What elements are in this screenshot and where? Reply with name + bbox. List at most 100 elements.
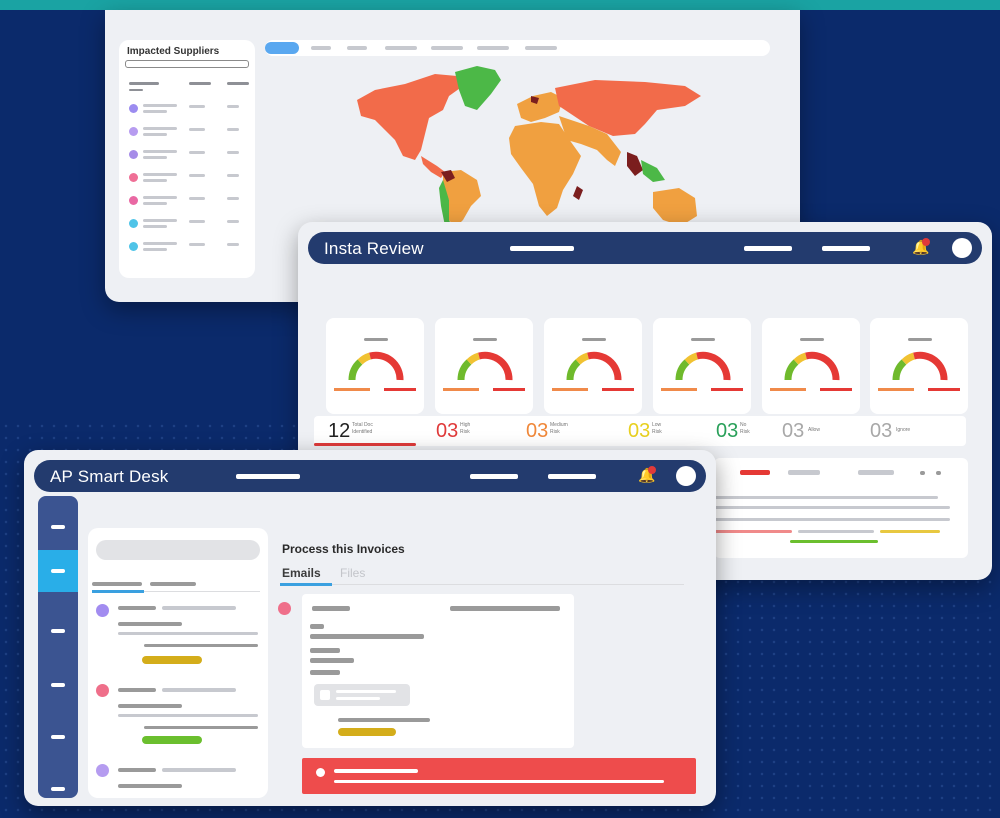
stat-label: Total Doc Identified bbox=[352, 422, 373, 435]
review-detail-panel bbox=[714, 458, 968, 558]
invoice-email-card[interactable] bbox=[302, 594, 574, 748]
map-region-south-america bbox=[443, 170, 481, 228]
smart-desk-title: AP Smart Desk bbox=[50, 467, 169, 486]
map-region-russia bbox=[555, 80, 701, 136]
risk-gauge-card[interactable] bbox=[653, 318, 751, 414]
alert-banner[interactable] bbox=[302, 758, 696, 794]
detail-tab-active[interactable] bbox=[740, 470, 770, 475]
map-region-greenland bbox=[455, 66, 501, 110]
avatar-icon[interactable] bbox=[676, 466, 696, 486]
sidebar-item[interactable] bbox=[38, 768, 78, 798]
nav-link[interactable] bbox=[510, 246, 574, 251]
gauge-icon bbox=[443, 351, 525, 391]
gauge-icon bbox=[334, 351, 416, 391]
stat-active-underline bbox=[314, 443, 416, 446]
supplier-dot bbox=[129, 173, 138, 182]
map-region-europe bbox=[517, 92, 563, 122]
sidebar-item[interactable] bbox=[38, 610, 78, 652]
avatar-icon[interactable] bbox=[952, 238, 972, 258]
stat-value: 03 bbox=[870, 420, 893, 442]
sidebar-item-active[interactable] bbox=[38, 550, 78, 592]
map-tab[interactable] bbox=[525, 46, 557, 50]
email-search-input[interactable] bbox=[96, 540, 260, 560]
map-tab[interactable] bbox=[385, 46, 417, 50]
stat-label: Medium Risk bbox=[550, 422, 568, 435]
sender-avatar bbox=[278, 602, 291, 615]
gauge-icon bbox=[661, 351, 743, 391]
supplier-dot bbox=[129, 150, 138, 159]
column-header bbox=[129, 82, 159, 85]
supplier-dot bbox=[129, 127, 138, 136]
impacted-suppliers-title: Impacted Suppliers bbox=[127, 46, 220, 57]
map-region-africa bbox=[509, 122, 581, 216]
risk-gauge-card[interactable] bbox=[435, 318, 533, 414]
map-hotspot bbox=[441, 170, 455, 182]
nav-link[interactable] bbox=[470, 474, 518, 479]
stat-value: 03 bbox=[526, 420, 549, 442]
risk-gauge-card[interactable] bbox=[326, 318, 424, 414]
risk-gauge-card[interactable] bbox=[544, 318, 642, 414]
stat-label: Ignore bbox=[896, 427, 911, 433]
column-header bbox=[227, 82, 249, 85]
notification-badge bbox=[648, 466, 656, 474]
status-tag bbox=[142, 656, 202, 664]
supplier-search-input[interactable] bbox=[125, 60, 249, 68]
detail-tab[interactable] bbox=[858, 470, 894, 475]
list-tab-underline bbox=[92, 590, 144, 593]
map-hotspot bbox=[531, 96, 539, 104]
sidebar-item[interactable] bbox=[38, 506, 78, 548]
supplier-risk-world-map bbox=[357, 66, 701, 228]
insta-review-navbar: Insta Review 🔔 bbox=[308, 232, 982, 264]
column-header-underline bbox=[129, 89, 143, 91]
stat-label: Low Risk bbox=[652, 422, 662, 435]
tab-emails-underline bbox=[280, 583, 332, 586]
file-icon bbox=[320, 690, 330, 700]
supplier-dot bbox=[129, 196, 138, 205]
status-tag bbox=[142, 736, 202, 744]
stat-label: High Risk bbox=[460, 422, 471, 435]
tab-emails[interactable]: Emails bbox=[282, 566, 321, 580]
sidebar-item[interactable] bbox=[38, 716, 78, 758]
gauge-icon bbox=[770, 351, 852, 391]
risk-gauge-card[interactable] bbox=[762, 318, 860, 414]
status-tag bbox=[338, 728, 396, 736]
stat-value: 03 bbox=[782, 420, 805, 442]
top-accent-strip bbox=[0, 0, 1000, 10]
stat-label: Allow bbox=[808, 427, 820, 433]
map-tab[interactable] bbox=[311, 46, 331, 50]
email-list-panel bbox=[88, 528, 268, 798]
nav-link[interactable] bbox=[236, 474, 300, 479]
sidebar-item[interactable] bbox=[38, 664, 78, 706]
map-tab[interactable] bbox=[431, 46, 463, 50]
list-tab[interactable] bbox=[150, 582, 196, 586]
gauge-icon bbox=[552, 351, 634, 391]
risk-gauge-card[interactable] bbox=[870, 318, 968, 414]
more-dot bbox=[920, 471, 925, 475]
supplier-dot bbox=[129, 104, 138, 113]
gauge-icon bbox=[878, 351, 960, 391]
map-hotspot bbox=[627, 152, 643, 176]
nav-link[interactable] bbox=[822, 246, 870, 251]
map-tab[interactable] bbox=[477, 46, 509, 50]
list-tab-active[interactable] bbox=[92, 582, 142, 586]
map-tab-active[interactable] bbox=[265, 42, 299, 54]
notification-badge bbox=[922, 238, 930, 246]
sender-avatar bbox=[96, 684, 109, 697]
invoice-attachment[interactable] bbox=[314, 684, 410, 706]
column-header bbox=[189, 82, 211, 85]
detail-tab[interactable] bbox=[788, 470, 820, 475]
stat-value: 03 bbox=[436, 420, 459, 442]
ap-smart-desk-window: AP Smart Desk 🔔 bbox=[24, 450, 716, 806]
impacted-suppliers-panel: Impacted Suppliers bbox=[119, 40, 255, 278]
map-region-north-america bbox=[357, 74, 463, 160]
supplier-dot bbox=[129, 242, 138, 251]
stat-value: 03 bbox=[716, 420, 739, 442]
map-region-australia bbox=[653, 188, 697, 226]
nav-link[interactable] bbox=[548, 474, 596, 479]
nav-link[interactable] bbox=[744, 246, 792, 251]
map-region-southeast-asia bbox=[641, 160, 665, 182]
tab-files[interactable]: Files bbox=[340, 566, 366, 580]
map-tab[interactable] bbox=[347, 46, 367, 50]
stat-value: 12 bbox=[328, 420, 351, 442]
insta-review-title: Insta Review bbox=[324, 239, 424, 258]
